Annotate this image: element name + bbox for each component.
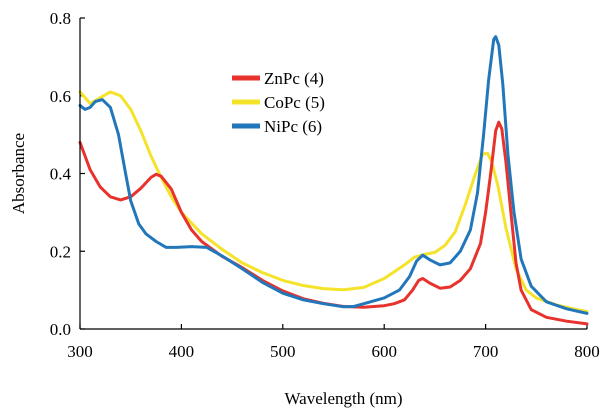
series-layer	[78, 35, 589, 326]
x-tick-label: 300	[67, 342, 93, 361]
series-line-2	[78, 35, 589, 315]
x-axis-ticks: 300 400 500 600 700 800	[67, 324, 600, 361]
y-tick-label: 0.4	[50, 165, 72, 184]
y-tick-label: 0.8	[50, 9, 71, 28]
y-axis-ticks: 0.0 0.2 0.4 0.6 0.8	[50, 9, 85, 339]
x-tick-label: 800	[574, 342, 600, 361]
series-line-0	[78, 120, 589, 326]
legend-label: NiPc (6)	[264, 117, 322, 136]
y-tick-label: 0.6	[50, 87, 71, 106]
legend-label: CoPc (5)	[264, 93, 325, 112]
y-tick-label: 0.2	[50, 242, 71, 261]
x-tick-label: 700	[473, 342, 499, 361]
chart-legend: ZnPc (4) CoPc (5) NiPc (6)	[232, 69, 325, 136]
x-tick-label: 600	[371, 342, 397, 361]
series-line-1	[78, 90, 589, 313]
x-axis-title: Wavelength (nm)	[284, 389, 402, 408]
legend-label: ZnPc (4)	[264, 69, 324, 88]
y-tick-label: 0.0	[50, 320, 71, 339]
x-tick-label: 500	[270, 342, 296, 361]
y-axis-title: Absorbance	[9, 133, 28, 214]
x-tick-label: 400	[169, 342, 195, 361]
